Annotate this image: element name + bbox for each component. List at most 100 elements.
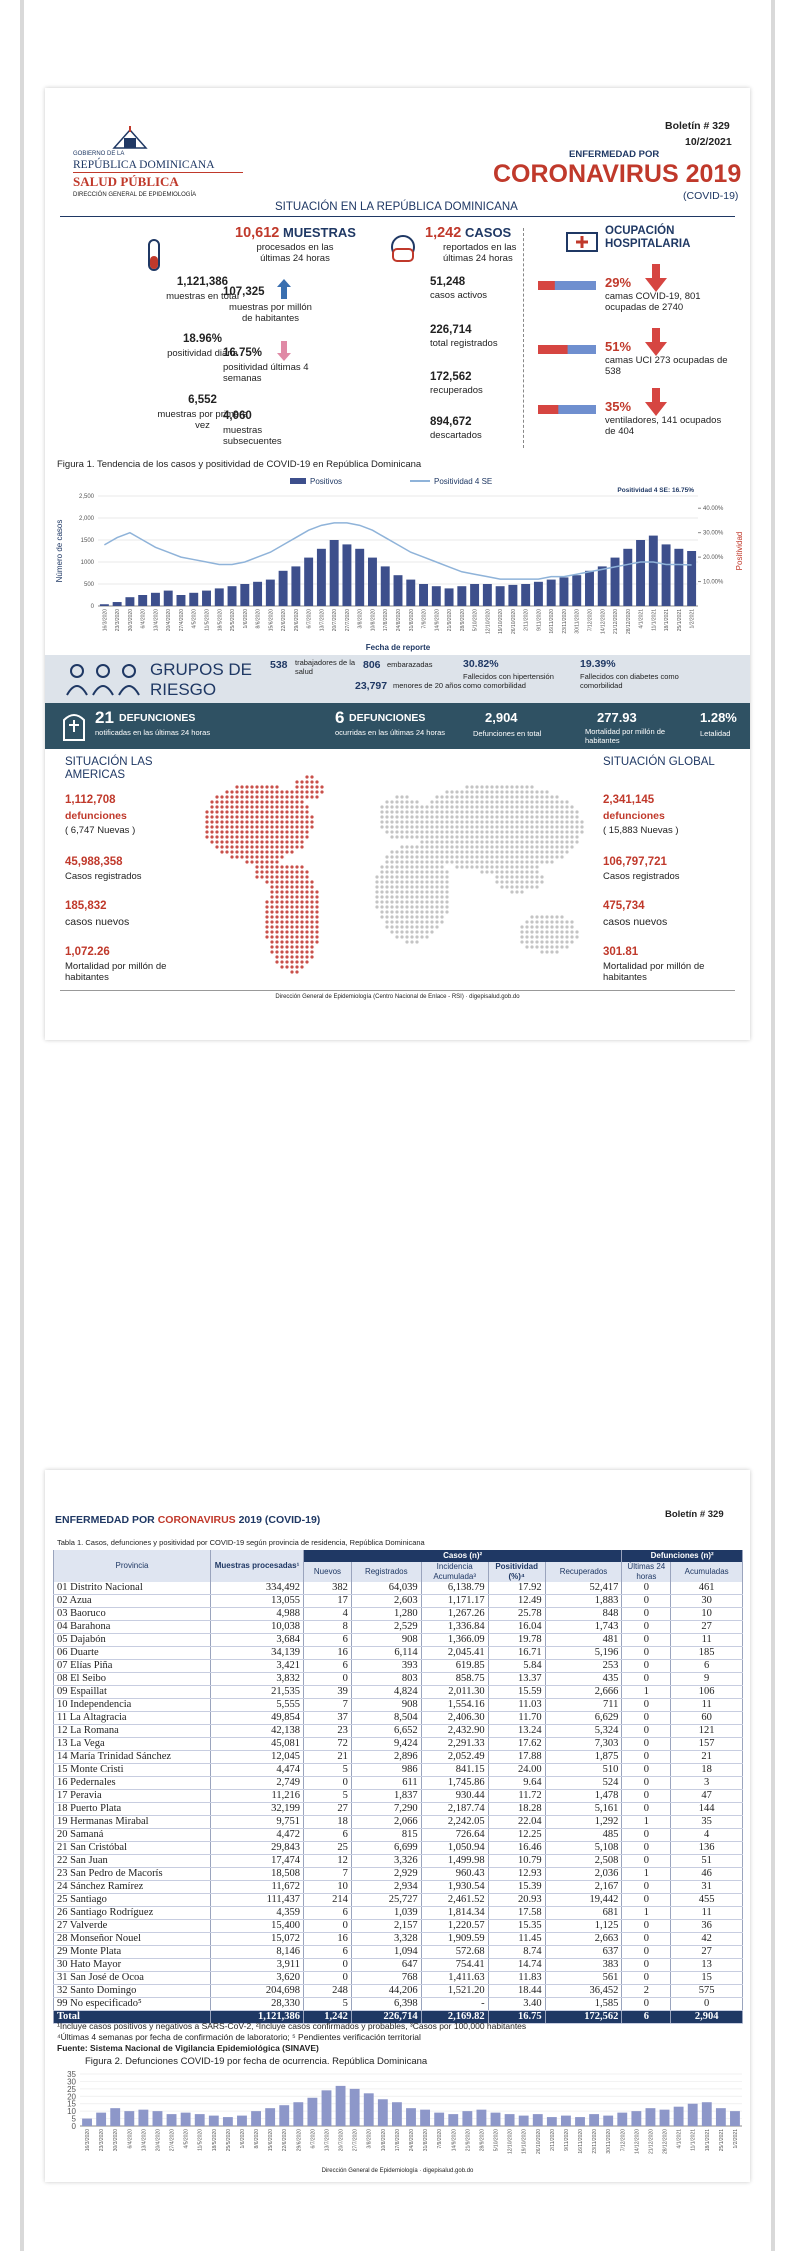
map-dot <box>445 800 449 804</box>
stat-label: Mortalidad por millón de habitantes <box>603 961 705 983</box>
column-header: Acumuladas <box>670 1562 743 1582</box>
map-dot <box>270 850 274 854</box>
map-dot <box>405 905 409 909</box>
map-dot <box>435 875 439 879</box>
table-cell: 11,672 <box>210 1880 304 1894</box>
map-dot <box>300 825 304 829</box>
map-dot <box>495 830 499 834</box>
map-dot <box>430 860 434 864</box>
map-dot <box>265 855 269 859</box>
x-tick-label: 13/7/2020 <box>324 2129 330 2151</box>
map-dot <box>290 945 294 949</box>
document-title: CORONAVIRUS 2019 <box>493 160 742 188</box>
table-cell: 34,139 <box>210 1646 304 1660</box>
x-tick-label: 30/11/2020 <box>606 2129 612 2154</box>
map-dot <box>275 960 279 964</box>
map-dot <box>430 905 434 909</box>
risk-title: GRUPOS DE RIESGO <box>150 660 253 699</box>
map-dot <box>535 800 539 804</box>
x-tick-label: 19/10/2020 <box>522 2129 528 2154</box>
map-dot <box>295 935 299 939</box>
map-dot <box>540 810 544 814</box>
map-dot <box>545 830 549 834</box>
table-cell: 6,652 <box>350 1724 422 1738</box>
table-cell: 39 <box>303 1685 352 1699</box>
map-dot <box>430 810 434 814</box>
map-dot <box>255 830 259 834</box>
x-tick-label: 16/3/2020 <box>85 2129 91 2151</box>
map-dot <box>260 830 264 834</box>
map-dot <box>275 875 279 879</box>
map-dot <box>510 795 514 799</box>
table-cell: 11 <box>670 1906 743 1920</box>
table-cell: 24.00 <box>487 1763 546 1777</box>
map-dot <box>375 890 379 894</box>
map-dot <box>460 825 464 829</box>
map-dot <box>435 820 439 824</box>
map-dot <box>305 810 309 814</box>
map-dot <box>420 915 424 919</box>
map-dot <box>260 840 264 844</box>
map-dot <box>550 815 554 819</box>
map-dot <box>285 815 289 819</box>
table-cell: 1,909.59 <box>420 1932 489 1946</box>
bar <box>444 588 454 606</box>
map-dot <box>295 840 299 844</box>
map-dot <box>450 795 454 799</box>
gov-line: REPÚBLICA DOMINICANA <box>73 159 215 171</box>
table-cell: 6 <box>303 1828 352 1842</box>
map-dot <box>275 790 279 794</box>
map-dot <box>295 790 299 794</box>
bar <box>99 604 109 606</box>
map-dot <box>300 805 304 809</box>
stat-value: 51% <box>605 339 632 354</box>
map-dot <box>505 795 509 799</box>
table-row: 28 Monseñor Nouel 15,072 16 3,328 1,909.59 11… <box>53 1932 743 1946</box>
map-dot <box>285 830 289 834</box>
map-dot <box>230 835 234 839</box>
y-tick-label: 500 <box>84 582 95 588</box>
map-dot <box>280 830 284 834</box>
y-tick-label: 1500 <box>81 538 95 544</box>
hospital-arrows <box>645 264 667 416</box>
map-dot <box>290 870 294 874</box>
bar <box>335 2085 346 2126</box>
map-dot <box>515 840 519 844</box>
bar <box>202 590 211 606</box>
table-cell: 0 <box>621 1828 672 1842</box>
stat-label: total registrados <box>430 338 498 349</box>
map-dot <box>415 800 419 804</box>
map-dot <box>310 825 314 829</box>
table-cell: 2,529 <box>350 1620 422 1634</box>
map-dot <box>425 900 429 904</box>
map-dot <box>380 820 384 824</box>
map-dot <box>425 865 429 869</box>
table-cell: 12.25 <box>487 1828 546 1842</box>
table-row: 14 María Trinidad Sánchez 12,045 21 2,896 2,… <box>53 1750 743 1764</box>
map-dot <box>475 825 479 829</box>
map-dot <box>455 815 459 819</box>
map-dot <box>535 870 539 874</box>
map-dot <box>510 810 514 814</box>
map-dot <box>250 855 254 859</box>
map-dot <box>530 815 534 819</box>
map-dot <box>245 855 249 859</box>
map-dot <box>395 860 399 864</box>
map-dot <box>445 825 449 829</box>
table-row: 08 El Seibo 3,832 0 803 858.75 13.37 435 0 9 <box>53 1672 743 1686</box>
map-dot <box>270 905 274 909</box>
table-cell: 0 <box>621 1802 672 1816</box>
sheet-one: Positivos Positividad 4 SE 0 500 1000 1500 2,0… <box>45 88 750 1040</box>
risk-band <box>45 655 750 703</box>
bar <box>363 2093 374 2126</box>
table-cell: 3,684 <box>210 1633 304 1647</box>
map-dot <box>400 925 404 929</box>
map-dot <box>500 825 504 829</box>
map-dot <box>415 925 419 929</box>
map-dot <box>575 820 579 824</box>
map-dot <box>430 855 434 859</box>
table-cell: 1,585 <box>544 1997 623 2011</box>
map-dot <box>440 865 444 869</box>
table-cell: 18 <box>670 1763 743 1777</box>
map-dot <box>285 895 289 899</box>
